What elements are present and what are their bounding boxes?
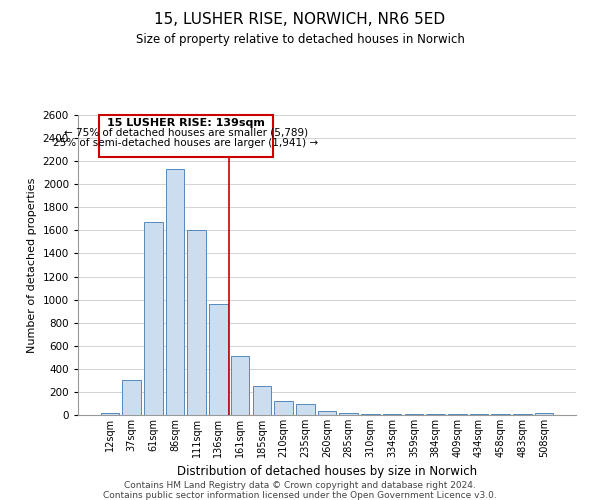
Bar [491,414,510,415]
Bar [340,412,358,415]
Bar [383,414,401,415]
Text: Contains public sector information licensed under the Open Government Licence v3: Contains public sector information licen… [103,491,497,500]
Bar [513,414,532,415]
Bar [535,412,553,415]
Y-axis label: Number of detached properties: Number of detached properties [27,178,37,352]
Bar [166,169,184,415]
Bar [253,386,271,415]
Bar [427,414,445,415]
Bar [101,412,119,415]
Bar [187,230,206,415]
Bar [144,222,163,415]
Text: 15 LUSHER RISE: 139sqm: 15 LUSHER RISE: 139sqm [107,118,265,128]
FancyBboxPatch shape [99,115,273,156]
Bar [122,380,141,415]
Bar [231,356,250,415]
Text: Size of property relative to detached houses in Norwich: Size of property relative to detached ho… [136,32,464,46]
Text: ← 75% of detached houses are smaller (5,789): ← 75% of detached houses are smaller (5,… [64,128,308,138]
Bar [274,400,293,415]
Bar [361,414,380,415]
Bar [470,414,488,415]
Bar [404,414,423,415]
X-axis label: Distribution of detached houses by size in Norwich: Distribution of detached houses by size … [177,466,477,478]
Bar [448,414,467,415]
Text: 25% of semi-detached houses are larger (1,941) →: 25% of semi-detached houses are larger (… [53,138,319,148]
Bar [296,404,314,415]
Text: Contains HM Land Registry data © Crown copyright and database right 2024.: Contains HM Land Registry data © Crown c… [124,481,476,490]
Bar [209,304,227,415]
Text: 15, LUSHER RISE, NORWICH, NR6 5ED: 15, LUSHER RISE, NORWICH, NR6 5ED [154,12,446,28]
Bar [318,411,336,415]
